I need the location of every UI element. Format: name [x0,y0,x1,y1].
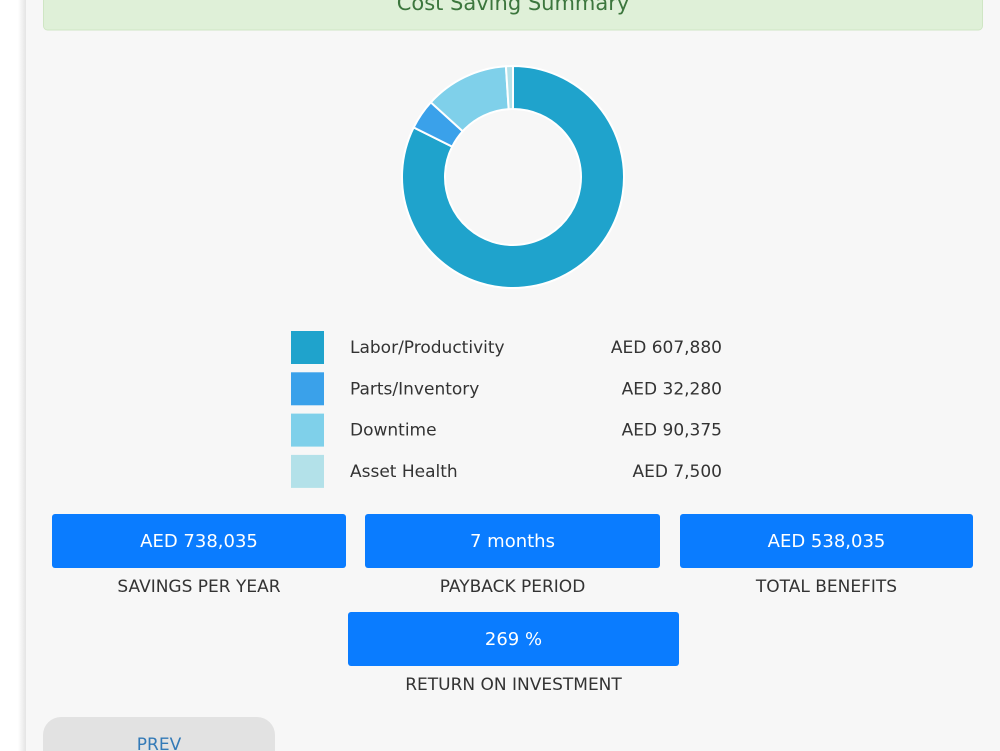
legend: Labor/Productivity AED 607,880 Parts/Inven… [291,331,722,488]
metric-box [348,612,679,666]
donut-slice [504,64,514,111]
legend-label: Downtime [350,421,437,441]
metric-value: 7 months [470,531,555,552]
metric-value: 269 % [485,629,542,650]
header-title: Cost Saving Summary [397,0,630,15]
metric-label: PAYBACK PERIOD [440,577,586,597]
metric-value: AED 738,035 [140,531,258,552]
legend-label: Labor/Productivity [350,338,505,358]
legend-value: AED 7,500 [632,462,722,482]
prev-button[interactable] [43,717,275,751]
legend-swatch [291,331,324,364]
donut-slice [401,64,625,289]
legend-swatch [291,413,324,447]
prev-label[interactable]: PREV [137,735,182,751]
metric-box [365,514,660,568]
legend-swatch [291,372,324,406]
metric-label: SAVINGS PER YEAR [117,577,280,597]
metric-box [52,514,346,568]
legend-value: AED 90,375 [622,421,722,441]
metrics: AED 738,035 SAVINGS PER YEAR 7 months PAYBA… [52,514,973,695]
legend-label: Asset Health [350,462,458,482]
legend-swatch [291,454,324,488]
metric-box [680,514,973,568]
card-shadow [18,0,26,751]
header-box [43,0,983,31]
legend-value: AED 607,880 [611,338,722,358]
metric-label: TOTAL BENEFITS [755,577,897,597]
metric-label: RETURN ON INVESTMENT [405,675,622,695]
metric-value: AED 538,035 [768,531,886,552]
legend-label: Parts/Inventory [350,379,479,399]
legend-value: AED 32,280 [622,379,722,399]
donut-chart [401,64,625,289]
